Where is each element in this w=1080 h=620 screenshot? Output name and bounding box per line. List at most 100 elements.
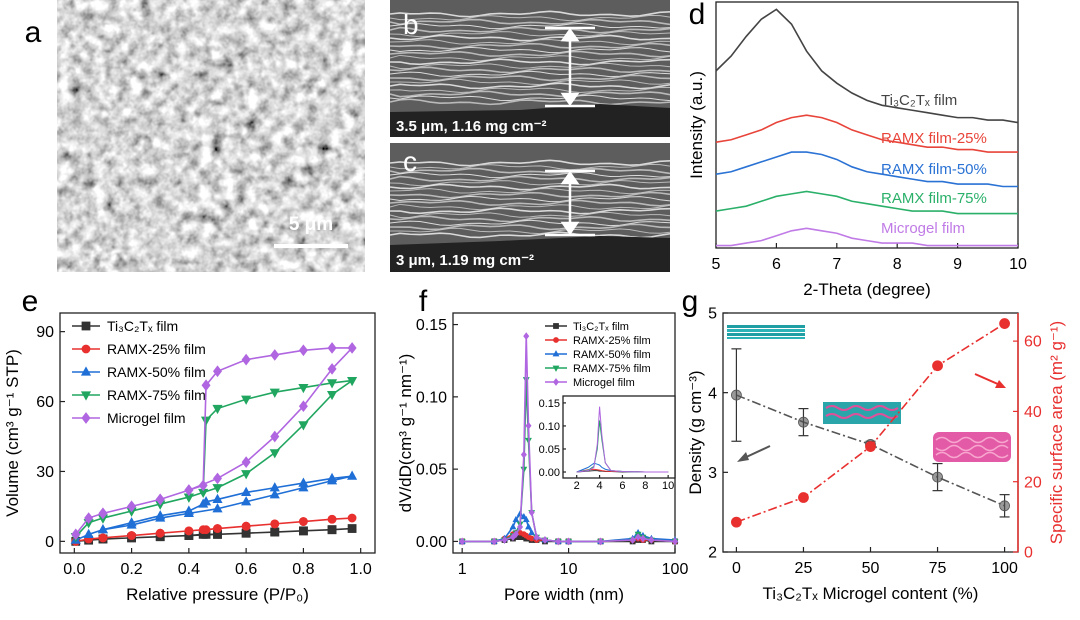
layer-line (389, 14, 671, 22)
marker (298, 383, 309, 394)
x-tick-label: 6 (619, 480, 625, 492)
marker (212, 484, 223, 494)
x-tick-label: 0.0 (63, 561, 85, 578)
x-tick-label: 100 (662, 561, 689, 578)
x-tick-label: 0.8 (292, 561, 314, 578)
x-tick-label: 10 (662, 480, 674, 492)
y-tick-label: 0.00 (416, 534, 447, 551)
legend-label: RAMX-75% film (573, 363, 651, 375)
series-label: RAMX film-25% (881, 130, 987, 147)
marker (213, 524, 222, 533)
layer-line (389, 175, 671, 183)
x-tick-label: 10 (1009, 256, 1027, 273)
marker (523, 332, 530, 341)
marker (299, 517, 308, 526)
marker (798, 416, 809, 428)
marker (155, 493, 165, 506)
x-tick-label: 1 (458, 561, 467, 578)
y-tick-label: 3 (708, 465, 717, 482)
marker (347, 470, 358, 480)
marker (326, 379, 338, 389)
legend-label: Microgel film (107, 410, 186, 426)
legend-label: Microgel film (573, 377, 635, 389)
sem-image (57, 0, 365, 272)
marker (326, 390, 338, 401)
layer-line (389, 98, 671, 106)
marker (298, 477, 309, 487)
layer-line (389, 171, 671, 179)
y-tick-label: 0.05 (416, 462, 447, 479)
x-tick-label: 6 (772, 256, 781, 273)
layer-texture (389, 10, 671, 239)
marker (509, 523, 517, 530)
legend-label: RAMX-25% film (107, 341, 206, 357)
layer-line (389, 195, 671, 203)
y-tick-label: 4 (708, 385, 717, 402)
marker (565, 537, 572, 546)
marker (269, 388, 280, 398)
marker (671, 537, 679, 546)
marker (597, 537, 604, 546)
y-tick-label: 0 (45, 534, 54, 551)
marker (98, 507, 108, 520)
series-label: RAMX film-75% (881, 190, 987, 207)
marker (932, 471, 943, 483)
marker (212, 493, 223, 504)
marker (241, 353, 251, 366)
marker (552, 350, 560, 357)
layer-line (389, 207, 671, 215)
marker (298, 421, 309, 431)
legend-label: Ti₃C₂Tₓ film (107, 318, 178, 334)
panel-letter: c (403, 146, 417, 177)
layer-line (389, 215, 671, 223)
marker (127, 531, 136, 540)
marker (552, 365, 560, 372)
layer-line (389, 187, 671, 195)
marker (517, 523, 524, 531)
marker (298, 344, 308, 357)
marker (629, 536, 636, 544)
marker (525, 523, 532, 530)
marker (80, 391, 92, 401)
panel-letter: d (689, 0, 706, 31)
marker (198, 498, 209, 508)
x-axis-title: Pore width (nm) (504, 585, 624, 604)
substrate (390, 104, 670, 137)
x-tick-label: 0.4 (178, 561, 200, 578)
legend-label: RAMX-50% film (573, 349, 651, 361)
marker (241, 470, 252, 480)
layer-line (389, 223, 671, 231)
x-tick-label: 7 (832, 256, 841, 273)
y-axis-title: Density (g cm⁻³) (686, 370, 705, 494)
image-caption: 3.5 μm, 1.16 mg cm⁻² (396, 118, 547, 135)
marker (501, 536, 508, 544)
x-axis-title: 2-Theta (degree) (803, 280, 931, 299)
layer-line (389, 90, 671, 98)
marker (269, 489, 280, 499)
marker (522, 515, 530, 523)
substrate (390, 236, 670, 272)
marker (327, 363, 337, 375)
y-tick-label: 5 (708, 306, 717, 323)
marker (520, 450, 527, 459)
marker (932, 360, 943, 372)
marker (83, 528, 94, 538)
marker (270, 527, 280, 537)
layer-line (389, 227, 671, 235)
panel-letter: b (403, 9, 419, 40)
marker (184, 526, 194, 536)
marker (201, 379, 211, 392)
marker (491, 537, 498, 546)
marker (299, 526, 308, 536)
layer-line (389, 62, 671, 69)
layer-line (389, 86, 671, 93)
marker (241, 486, 252, 497)
marker (269, 449, 280, 459)
legend-label: RAMX-25% film (573, 335, 651, 347)
marker (80, 366, 92, 376)
x-tick-label: 4 (597, 480, 603, 492)
layer-line (389, 42, 671, 50)
layer-line (389, 66, 671, 74)
layer-line (389, 191, 671, 199)
marker (198, 479, 208, 492)
